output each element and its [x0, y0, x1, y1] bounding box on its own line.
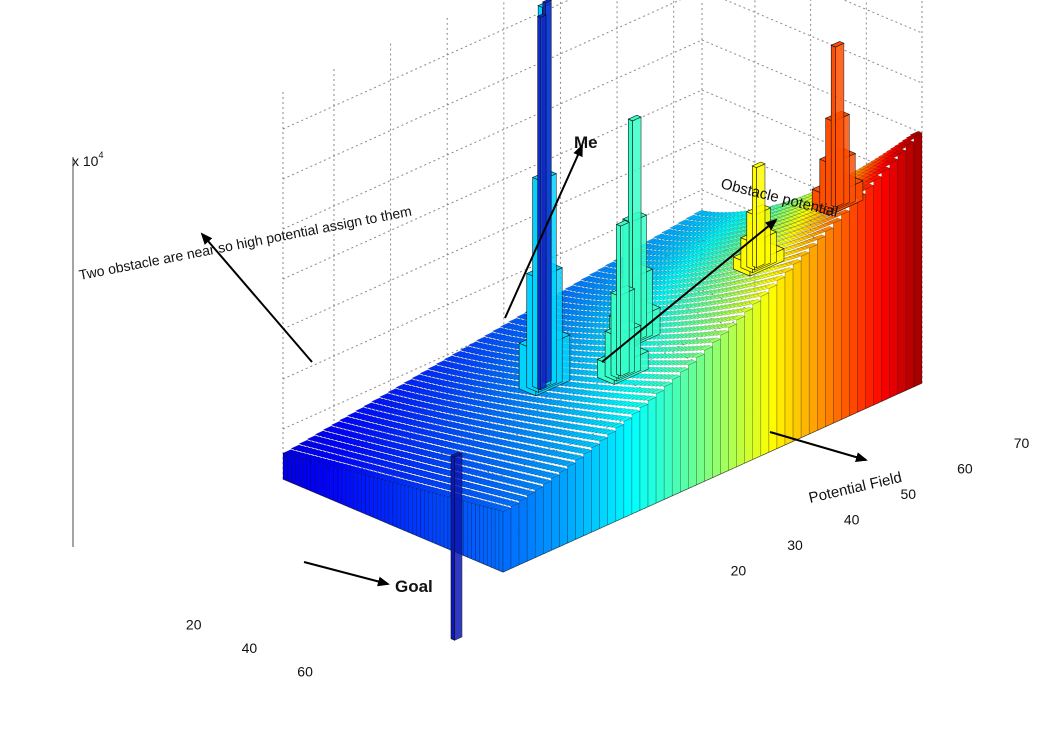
bar-column: [830, 41, 845, 208]
z-multiplier-label: x 104: [72, 150, 103, 169]
arrow-two-obstacles: [200, 232, 313, 363]
annotation-potential-field: Potential Field: [807, 469, 903, 507]
bar-column: [615, 220, 630, 377]
annotation-goal: Goal: [395, 577, 433, 596]
y-tick-label: 70: [1014, 435, 1030, 451]
y-tick-label: 60: [957, 460, 973, 476]
y-tick-label: 20: [731, 562, 747, 578]
x-tick-label: 20: [186, 616, 202, 632]
arrow-goal: [303, 561, 390, 587]
arrow-me: [504, 144, 583, 319]
obstacle-bars: [450, 0, 864, 641]
tick-labels: 20 40 60 20 30 40 50 60 70: [186, 435, 1030, 680]
x-tick-label: 40: [242, 640, 258, 656]
y-tick-label: 50: [900, 486, 916, 502]
annotation-me: Me: [574, 133, 598, 152]
annotation-two-obstacles: Two obstacle are near so high potential …: [78, 203, 413, 283]
y-tick-label: 30: [787, 537, 803, 553]
x-tick-label: 60: [297, 663, 313, 679]
bar-column: [536, 13, 547, 391]
arrow-obstacle-potential: [601, 218, 778, 363]
arrow-potential-field: [769, 431, 868, 462]
bar-column: [450, 451, 463, 641]
y-tick-label: 40: [844, 511, 860, 527]
bar-column: [751, 161, 766, 269]
